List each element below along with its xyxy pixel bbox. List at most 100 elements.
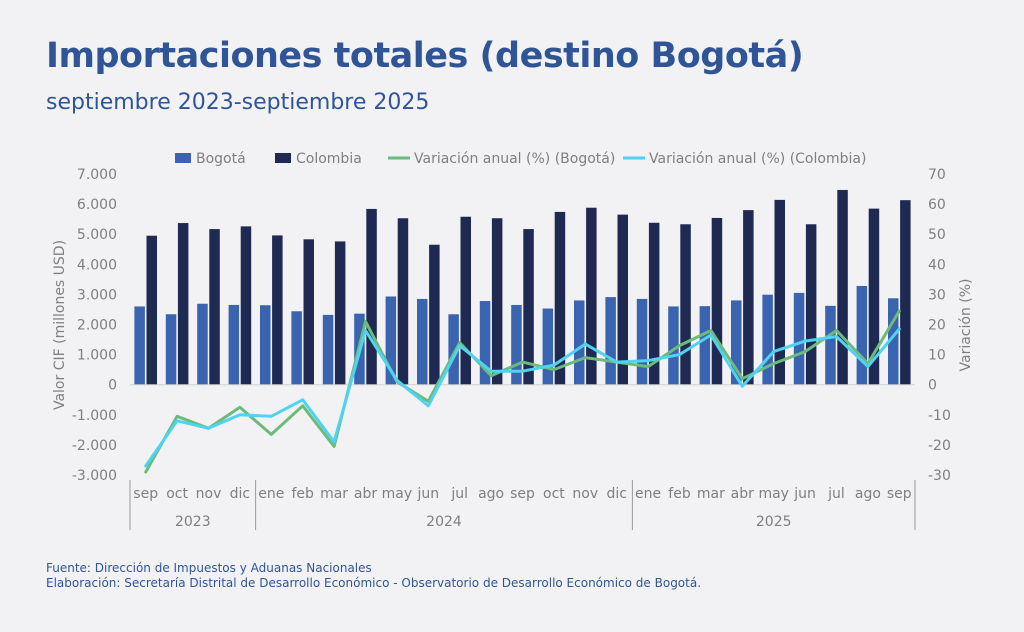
legend-label: Colombia	[296, 151, 362, 167]
bar-bogota	[322, 314, 334, 385]
x-tick-label: sep	[133, 486, 158, 502]
bar-bogota	[825, 305, 836, 385]
legend-swatch	[175, 153, 191, 163]
bar-colombia	[837, 189, 848, 385]
x-tick-label: nov	[196, 486, 222, 502]
bar-colombia	[868, 208, 880, 385]
bar-bogota	[291, 311, 302, 385]
bar-colombia	[460, 216, 471, 385]
bar-colombia	[586, 207, 597, 385]
y-left-tick-label: 2.000	[77, 318, 117, 334]
legend-label: Variación anual (%) (Bogotá)	[414, 151, 615, 167]
bar-bogota	[668, 306, 679, 385]
bar-bogota	[605, 297, 616, 385]
bar-bogota	[636, 298, 648, 385]
bar-colombia	[743, 210, 754, 385]
x-tick-label: ene	[635, 486, 661, 502]
y-left-tick-label: 5.000	[77, 227, 117, 243]
bar-bogota	[511, 304, 522, 385]
x-tick-label: feb	[668, 486, 691, 502]
x-tick-label: dic	[606, 486, 626, 502]
bar-colombia	[177, 223, 189, 385]
year-label: 2025	[756, 514, 792, 530]
y-right-tick-label: 40	[928, 257, 946, 273]
bar-bogota	[417, 298, 428, 385]
bar-colombia	[523, 229, 534, 385]
x-tick-label: dic	[230, 486, 250, 502]
x-tick-label: sep	[510, 486, 535, 502]
bar-colombia	[648, 222, 660, 385]
x-tick-label: nov	[572, 486, 598, 502]
x-tick-label: jun	[793, 486, 816, 502]
y-left-tick-label: 4.000	[77, 257, 117, 273]
x-tick-label: feb	[291, 486, 314, 502]
y-right-tick-label: -20	[928, 438, 951, 454]
bar-colombia	[397, 218, 409, 385]
y-right-tick-label: -10	[928, 408, 951, 424]
bar-colombia	[366, 208, 377, 385]
bar-bogota	[574, 300, 585, 385]
bar-colombia	[900, 200, 911, 385]
y-left-tick-label: 1.000	[77, 348, 117, 364]
line-variacion-colombia	[144, 327, 901, 468]
legend-swatch	[275, 153, 291, 163]
bar-bogota	[260, 305, 271, 385]
bar-colombia	[272, 235, 283, 385]
y-right-tick-label: 10	[928, 348, 946, 364]
y-left-tick-label: 3.000	[77, 287, 117, 303]
y-right-tick-label: 60	[928, 197, 946, 213]
bar-bogota	[888, 298, 899, 385]
x-tick-label: jul	[827, 486, 845, 502]
chart-title: Importaciones totales (destino Bogotá)	[46, 36, 804, 76]
y-left-tick-label: 6.000	[77, 197, 117, 213]
x-tick-label: may	[758, 486, 789, 502]
footer-elaboration: Elaboración: Secretaría Distrital de Des…	[46, 576, 702, 590]
year-label: 2023	[175, 514, 211, 530]
bar-bogota	[793, 292, 805, 385]
bar-colombia	[805, 224, 817, 385]
x-tick-label: oct	[166, 486, 188, 502]
legend-label: Bogotá	[196, 151, 246, 167]
bar-bogota	[448, 314, 459, 385]
chart-subtitle: septiembre 2023-septiembre 2025	[46, 90, 430, 115]
bar-colombia	[209, 229, 220, 385]
bar-bogota	[134, 306, 145, 385]
bar-colombia	[146, 235, 157, 385]
bar-bogota	[385, 296, 397, 385]
x-tick-label: abr	[354, 486, 377, 502]
bar-bogota	[699, 306, 711, 385]
footer-source: Fuente: Dirección de Impuestos y Aduanas…	[46, 561, 372, 575]
x-tick-label: jul	[450, 486, 468, 502]
bar-colombia	[680, 224, 691, 385]
y-left-tick-label: -1.000	[72, 408, 117, 424]
x-tick-label: oct	[543, 486, 565, 502]
y-left-tick-label: 0	[108, 378, 117, 394]
bar-bogota	[856, 285, 868, 385]
x-tick-label: ago	[478, 486, 504, 502]
bar-bogota	[762, 294, 773, 385]
bar-bogota	[542, 308, 554, 385]
x-tick-label: mar	[320, 486, 348, 502]
year-label: 2024	[426, 514, 462, 530]
bar-colombia	[334, 241, 346, 385]
bar-colombia	[774, 199, 785, 385]
bar-bogota	[165, 314, 177, 385]
x-tick-label: ago	[855, 486, 881, 502]
y-left-tick-label: 7.000	[77, 167, 117, 183]
bar-colombia	[711, 217, 723, 385]
legend-label: Variación anual (%) (Colombia)	[649, 151, 866, 167]
y-right-tick-label: -30	[928, 468, 951, 484]
bar-colombia	[554, 211, 566, 385]
bar-bogota	[228, 304, 240, 385]
y-left-tick-label: -2.000	[72, 438, 117, 454]
y-right-tick-label: 30	[928, 287, 946, 303]
bar-bogota	[197, 303, 208, 385]
bar-bogota	[479, 301, 491, 385]
y-left-axis-label: Valor CIF (millones USD)	[52, 240, 68, 410]
x-tick-label: ene	[258, 486, 284, 502]
y-right-tick-label: 0	[928, 378, 937, 394]
bar-colombia	[240, 226, 252, 385]
x-tick-label: may	[382, 486, 413, 502]
x-tick-label: mar	[697, 486, 725, 502]
